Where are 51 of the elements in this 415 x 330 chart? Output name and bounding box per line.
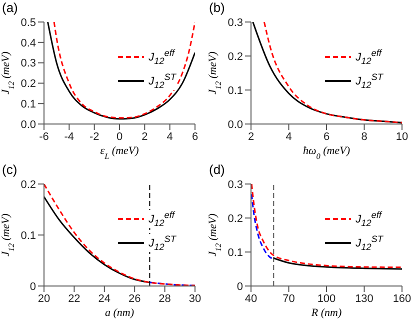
y-tick-label: 0.5	[20, 16, 36, 29]
y-tick-label: 0.4	[20, 37, 36, 50]
x-tick-label: -4	[64, 130, 74, 143]
x-tick-label: 2	[248, 130, 254, 143]
line-series	[251, 193, 274, 260]
y-tick-label: 0.0	[228, 118, 243, 131]
chart-title: (a)	[2, 0, 18, 15]
chart-title: (b)	[209, 0, 225, 15]
x-tick-label: 100	[317, 292, 336, 305]
chart-title: (c)	[2, 162, 18, 177]
x-tick-label: 28	[158, 292, 171, 305]
x-tick-label: 70	[282, 292, 295, 305]
x-tick-label: 4	[286, 130, 292, 143]
x-tick-label: 40	[244, 292, 258, 305]
x-tick-label: 130	[355, 292, 374, 305]
x-tick-label: 22	[68, 292, 80, 305]
x-tick-label: 2	[142, 130, 148, 143]
x-tick-label: 30	[188, 292, 202, 305]
y-tick-label: 0	[30, 280, 36, 293]
y-tick-label: 0.3	[228, 16, 243, 29]
x-tick-label: 20	[38, 292, 50, 305]
y-tick-label: 0.2	[20, 178, 36, 191]
y-tick-label: 0.1	[20, 98, 36, 111]
line-series	[272, 257, 402, 270]
x-tick-label: 8	[361, 130, 368, 143]
x-tick-label: 160	[392, 292, 412, 305]
y-tick-label: 0.0	[20, 118, 36, 131]
y-tick-label: 0.1	[20, 230, 36, 242]
y-tick-label: 0.2	[228, 212, 243, 225]
y-tick-label: 0.3	[228, 178, 243, 191]
x-tick-label: 0	[116, 130, 123, 143]
y-tick-label: 0	[236, 280, 243, 293]
x-axis-title: R (nm)	[310, 307, 342, 319]
x-tick-label: 4	[166, 130, 173, 143]
x-tick-label: 26	[128, 292, 141, 305]
line-series	[251, 184, 402, 268]
y-tick-label: 0.3	[20, 58, 36, 70]
x-tick-label: -2	[89, 130, 100, 143]
x-tick-label: -6	[39, 130, 49, 143]
x-axis-title: ħω$_{0}$ (meV)	[302, 145, 350, 160]
y-tick-label: 0.1	[228, 84, 243, 97]
chart-title: (d)	[209, 162, 225, 177]
x-tick-label: 10	[396, 130, 408, 143]
x-axis-title: ε$_{L}$ (meV)	[100, 145, 140, 160]
x-tick-label: 6	[192, 130, 198, 143]
x-tick-label: 6	[323, 130, 330, 143]
x-axis-title: a (nm)	[104, 307, 134, 319]
y-tick-label: 0.2	[228, 50, 243, 63]
y-tick-label: 0.2	[20, 78, 36, 90]
x-tick-label: 24	[98, 292, 111, 305]
y-tick-label: 0.1	[228, 246, 243, 259]
